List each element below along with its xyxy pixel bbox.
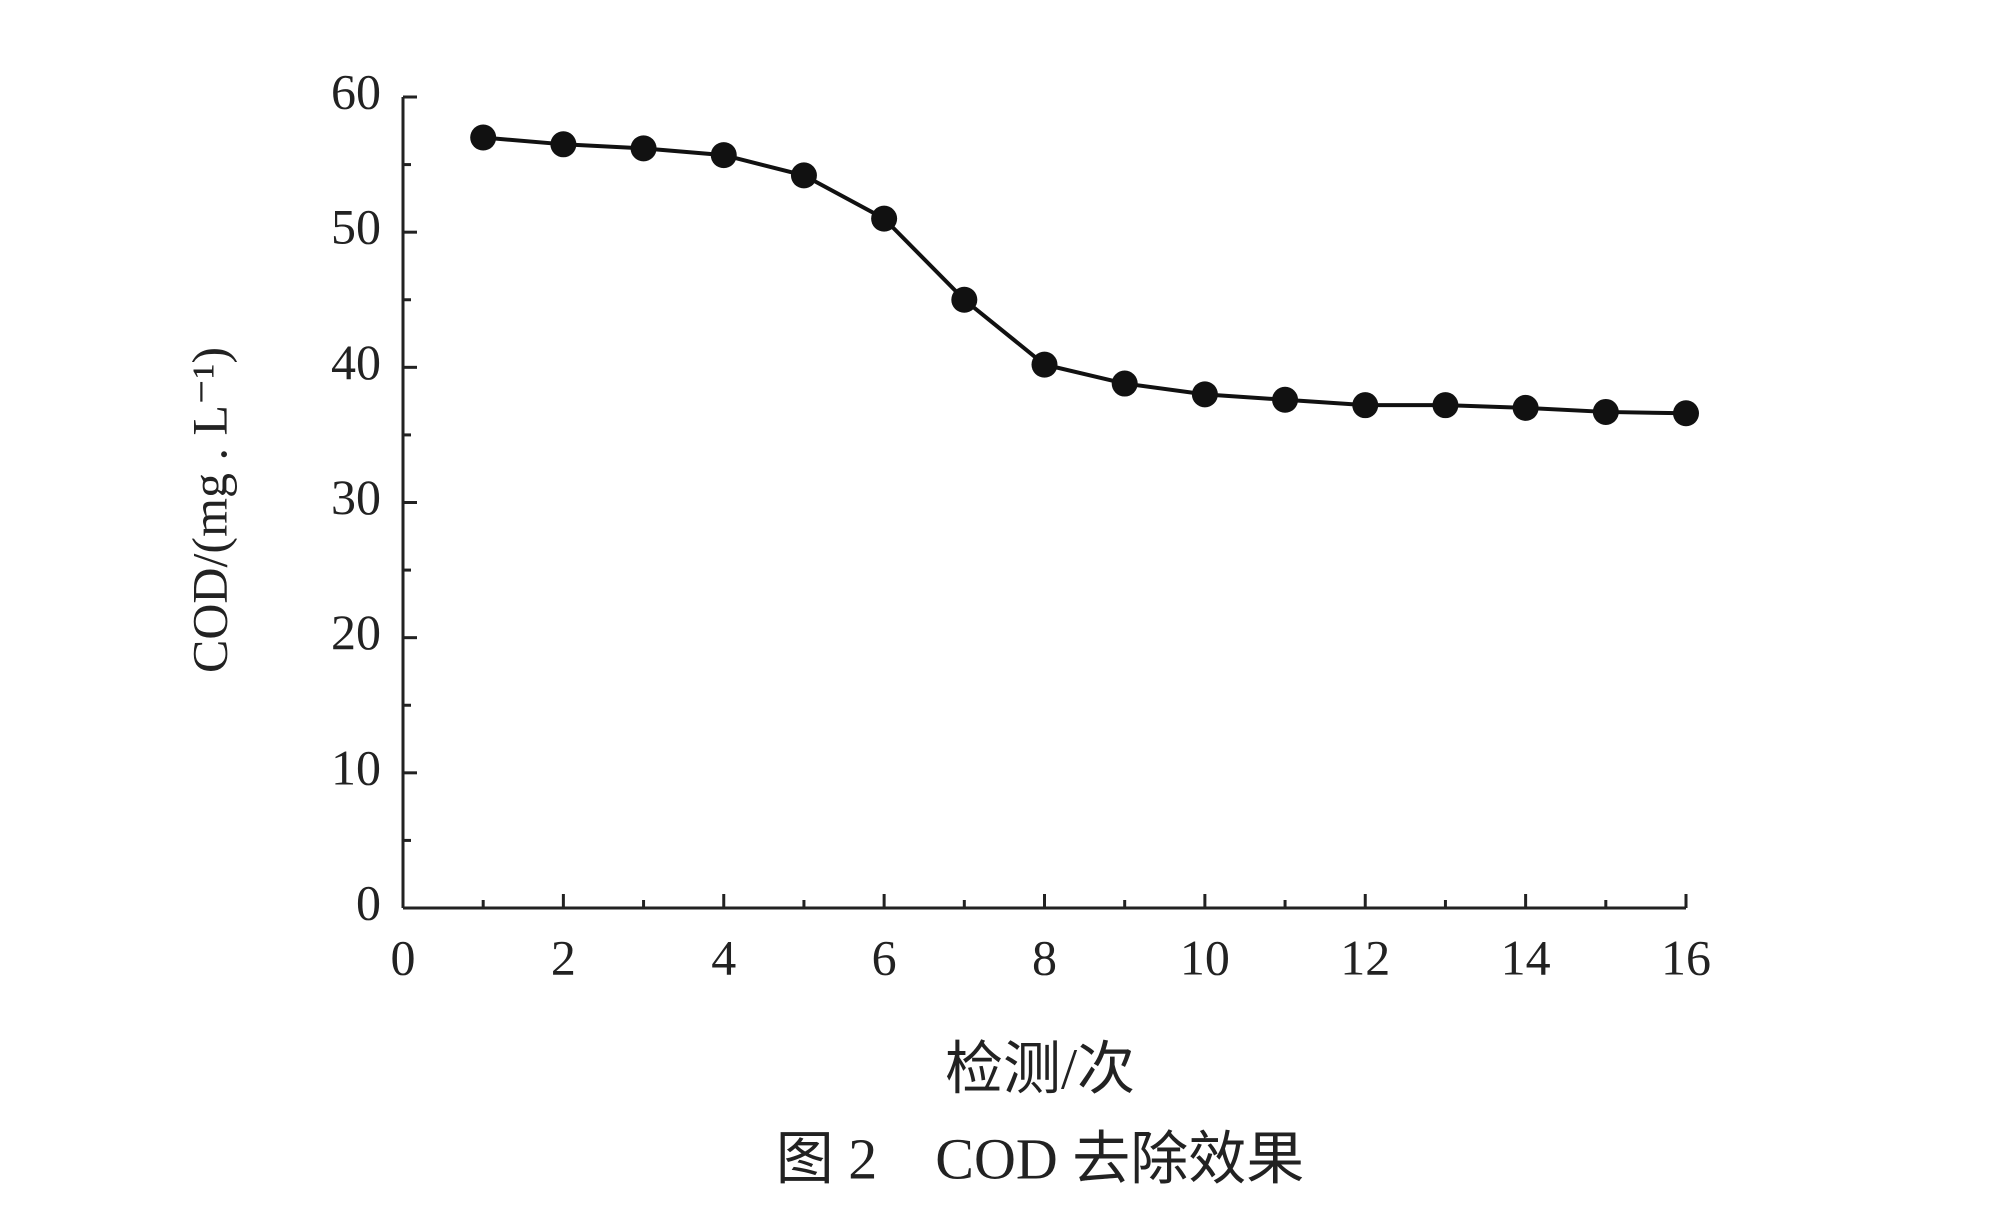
y-tick-label: 60 bbox=[331, 63, 381, 119]
y-tick-label: 50 bbox=[331, 199, 381, 255]
point bbox=[790, 162, 817, 189]
y-tick-label: 40 bbox=[331, 334, 381, 390]
point bbox=[1191, 381, 1218, 408]
point bbox=[630, 135, 657, 162]
point bbox=[1111, 370, 1138, 397]
y-tick-label: 30 bbox=[331, 469, 381, 525]
point bbox=[470, 124, 497, 151]
x-axis-label: 检测/次 bbox=[945, 1036, 1135, 1101]
point bbox=[550, 131, 577, 158]
point bbox=[871, 205, 898, 232]
caption: 图 2 COD 去除效果 bbox=[776, 1126, 1304, 1191]
point bbox=[951, 286, 978, 313]
x-tick-label: 12 bbox=[1340, 929, 1390, 985]
y-tick-label: 0 bbox=[356, 874, 381, 930]
x-tick-label: 10 bbox=[1180, 929, 1230, 985]
y-axis-label: COD/(mg . L⁻¹) bbox=[181, 347, 237, 673]
y-tick-label: 20 bbox=[331, 604, 381, 660]
point bbox=[1352, 392, 1379, 419]
point bbox=[1512, 394, 1539, 421]
point bbox=[1592, 398, 1619, 425]
x-tick-label: 2 bbox=[551, 929, 576, 985]
x-tick-label: 8 bbox=[1032, 929, 1057, 985]
point bbox=[1272, 386, 1299, 413]
y-tick-label: 10 bbox=[331, 739, 381, 795]
point bbox=[1432, 392, 1459, 419]
line bbox=[483, 135, 1687, 416]
x-tick-label: 6 bbox=[872, 929, 897, 985]
point bbox=[1031, 351, 1058, 378]
x-tick-label: 16 bbox=[1661, 929, 1711, 985]
x-tick-label: 0 bbox=[391, 929, 416, 985]
x-tick-label: 4 bbox=[711, 929, 736, 985]
point bbox=[710, 142, 737, 169]
point bbox=[1673, 400, 1699, 427]
x-tick-label: 14 bbox=[1501, 929, 1551, 985]
